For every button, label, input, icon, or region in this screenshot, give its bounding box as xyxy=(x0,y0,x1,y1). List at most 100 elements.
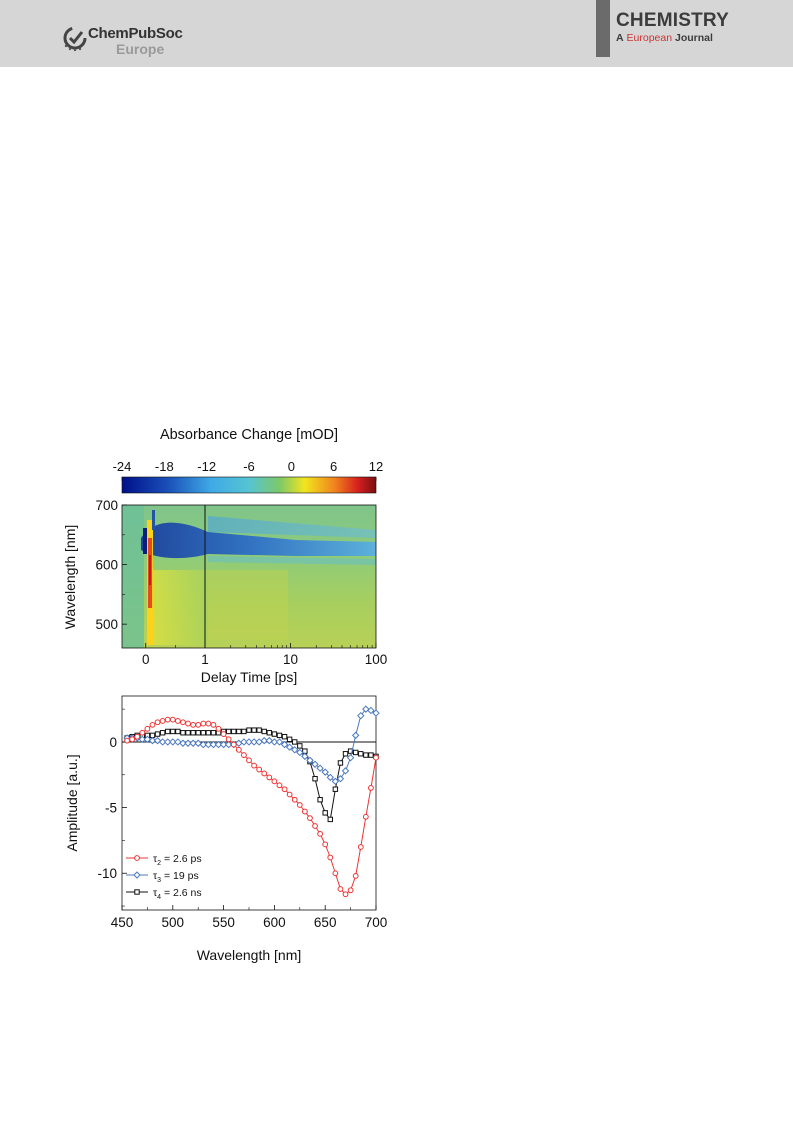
data-point xyxy=(214,740,223,749)
heatmap-xtick-label: 0 xyxy=(142,652,150,667)
data-point xyxy=(368,785,374,791)
data-point xyxy=(285,743,294,751)
amplitude-xtick-label: 600 xyxy=(263,915,286,930)
legend-marker xyxy=(134,855,140,861)
data-point xyxy=(271,731,278,737)
colorbar-title: Absorbance Change [mOD] xyxy=(160,427,338,443)
data-point xyxy=(373,754,379,761)
data-point xyxy=(336,775,345,783)
data-point xyxy=(190,721,197,728)
legend-marker xyxy=(133,871,141,879)
data-point xyxy=(250,738,258,746)
amplitude-ylabel: Amplitude [a.u.] xyxy=(64,754,80,851)
data-point xyxy=(210,721,217,728)
data-point xyxy=(302,748,308,754)
data-point xyxy=(230,741,237,748)
data-point xyxy=(231,728,237,735)
legend-label: τ4 = 2.6 ns xyxy=(153,887,202,901)
data-point xyxy=(347,887,354,894)
data-point xyxy=(240,738,248,746)
page-header: ChemPubSoc Europe CHEMISTRY A European J… xyxy=(0,0,793,67)
data-point xyxy=(297,743,303,749)
data-point xyxy=(148,736,157,745)
data-point xyxy=(368,752,374,758)
data-point xyxy=(165,728,171,735)
data-point xyxy=(190,730,196,736)
data-point xyxy=(337,760,344,766)
data-point xyxy=(209,740,218,749)
heatmap-ylabel: Wavelength [nm] xyxy=(62,525,78,630)
data-point xyxy=(180,730,186,736)
amplitude-xlabel: Wavelength [nm] xyxy=(197,947,302,963)
data-point xyxy=(321,768,329,776)
data-point xyxy=(204,740,213,749)
amplitude-axes: 450 500 550 600 650 700 0 -5 -10 xyxy=(97,708,387,930)
data-point xyxy=(185,720,191,727)
heatmap-ytick-label: 500 xyxy=(95,617,118,632)
series-circle xyxy=(124,716,379,898)
journal-sub-journal: Journal xyxy=(674,32,713,44)
data-point xyxy=(362,705,370,713)
data-point xyxy=(215,725,222,732)
journal-title: CHEMISTRY xyxy=(616,10,729,31)
data-point xyxy=(143,735,152,744)
data-point xyxy=(372,709,380,717)
data-point xyxy=(158,738,167,746)
data-point xyxy=(363,752,369,758)
data-point xyxy=(358,751,364,757)
colorbar-tick-label: -18 xyxy=(155,459,174,474)
heatmap-xtick-label: 100 xyxy=(365,652,388,667)
data-point xyxy=(261,728,267,735)
data-point xyxy=(276,732,283,739)
data-point xyxy=(271,778,278,785)
series-line xyxy=(126,719,377,895)
data-point xyxy=(286,736,293,743)
publisher-name: ChemPubSoc xyxy=(88,25,183,42)
data-point xyxy=(322,841,329,848)
data-point xyxy=(256,766,263,773)
data-point xyxy=(265,736,274,745)
colorbar-tick-label: 6 xyxy=(330,459,337,474)
colorbar-tick-label: -6 xyxy=(243,459,255,474)
colorbar-tick-label: -12 xyxy=(197,459,216,474)
data-point xyxy=(316,764,324,772)
amplitude-xtick-label: 450 xyxy=(111,915,134,930)
data-point xyxy=(246,757,252,764)
colorbar xyxy=(121,476,377,494)
data-point xyxy=(341,767,350,775)
data-point xyxy=(357,711,365,720)
data-point xyxy=(184,739,192,747)
data-point xyxy=(352,872,359,879)
data-point xyxy=(245,738,253,746)
data-point xyxy=(351,731,360,740)
data-point xyxy=(307,815,313,821)
amplitude-ytick-label: -10 xyxy=(97,866,117,881)
data-point xyxy=(261,770,268,777)
data-point xyxy=(346,753,355,762)
data-point xyxy=(154,731,161,737)
amplitude-xtick-label: 500 xyxy=(162,915,185,930)
data-point xyxy=(241,752,247,758)
data-point xyxy=(312,823,318,829)
data-point xyxy=(342,891,349,898)
data-point xyxy=(317,830,324,837)
data-point xyxy=(235,746,242,753)
data-point xyxy=(291,796,298,803)
colorbar-tick-label: -24 xyxy=(113,459,132,474)
data-point xyxy=(292,739,298,745)
data-point xyxy=(138,735,147,744)
figure-svg: Absorbance Change [mOD] -24 -18 -12 -6 0 6 12 … xyxy=(62,427,388,963)
data-point xyxy=(276,782,283,789)
data-point xyxy=(296,802,303,808)
data-point xyxy=(225,736,232,743)
data-point xyxy=(149,732,156,739)
data-point xyxy=(367,706,375,715)
data-point xyxy=(139,729,146,736)
heatmap-xtick-label: 1 xyxy=(201,652,209,667)
data-point xyxy=(256,727,262,733)
data-point xyxy=(179,739,187,747)
data-point xyxy=(189,739,197,747)
data-point xyxy=(322,810,328,816)
heatmap-ytick-label: 700 xyxy=(95,498,118,513)
data-point xyxy=(219,740,228,749)
